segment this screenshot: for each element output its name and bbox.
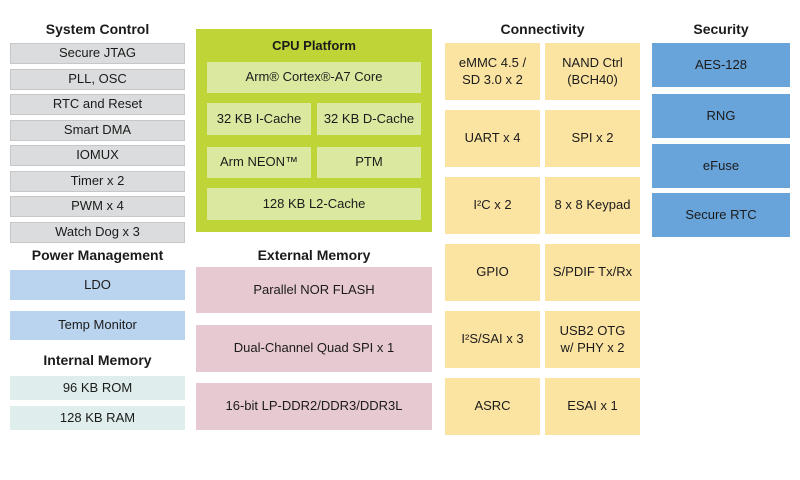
block-icache: 32 KB I-Cache [207, 103, 311, 135]
block-spdif: S/PDIF Tx/Rx [545, 244, 640, 301]
block-pwm-x4: PWM x 4 [10, 196, 185, 217]
block-pll-osc: PLL, OSC [10, 69, 185, 90]
block-rtc-and-reset: RTC and Reset [10, 94, 185, 115]
section-title-external-memory: External Memory [257, 247, 371, 263]
block-nand-ctrl: NAND Ctrl (BCH40) [545, 43, 640, 100]
block-i2c: I²C x 2 [445, 177, 540, 234]
block-watchdog-x3: Watch Dog x 3 [10, 222, 185, 243]
block-usb2-otg: USB2 OTG w/ PHY x 2 [545, 311, 640, 368]
block-timer-x2: Timer x 2 [10, 171, 185, 192]
section-title-system-control: System Control [45, 21, 150, 37]
section-title-cpu-platform: CPU Platform [272, 38, 356, 53]
block-cortex-a7-core: Arm® Cortex®-A7 Core [207, 62, 421, 93]
block-asrc: ASRC [445, 378, 540, 435]
block-128kb-ram: 128 KB RAM [10, 406, 185, 430]
section-title-power-management: Power Management [31, 247, 164, 263]
block-lpddr: 16-bit LP-DDR2/DDR3/DDR3L [196, 383, 432, 430]
block-parallel-nor-flash: Parallel NOR FLASH [196, 267, 432, 313]
block-neon: Arm NEON™ [207, 147, 311, 178]
block-emmc-sd: eMMC 4.5 / SD 3.0 x 2 [445, 43, 540, 100]
block-smart-dma: Smart DMA [10, 120, 185, 141]
block-dcache: 32 KB D-Cache [317, 103, 421, 135]
block-secure-jtag: Secure JTAG [10, 43, 185, 64]
block-l2-cache: 128 KB L2-Cache [207, 188, 421, 220]
block-ptm: PTM [317, 147, 421, 178]
section-title-security: Security [693, 21, 749, 37]
section-title-connectivity: Connectivity [500, 21, 585, 37]
block-esai: ESAI x 1 [545, 378, 640, 435]
block-aes-128: AES-128 [652, 43, 790, 87]
block-secure-rtc: Secure RTC [652, 193, 790, 237]
block-quad-spi: Dual-Channel Quad SPI x 1 [196, 325, 432, 372]
block-uart: UART x 4 [445, 110, 540, 167]
block-rng: RNG [652, 94, 790, 138]
block-gpio: GPIO [445, 244, 540, 301]
block-temp-monitor: Temp Monitor [10, 311, 185, 340]
cpu-platform-box: CPU Platform Arm® Cortex®-A7 Core 32 KB … [196, 29, 432, 232]
block-spi: SPI x 2 [545, 110, 640, 167]
block-keypad: 8 x 8 Keypad [545, 177, 640, 234]
block-96kb-rom: 96 KB ROM [10, 376, 185, 400]
block-iomux: IOMUX [10, 145, 185, 166]
block-ldo: LDO [10, 270, 185, 300]
block-i2s-sai: I²S/SAI x 3 [445, 311, 540, 368]
section-title-internal-memory: Internal Memory [43, 352, 152, 368]
block-efuse: eFuse [652, 144, 790, 188]
